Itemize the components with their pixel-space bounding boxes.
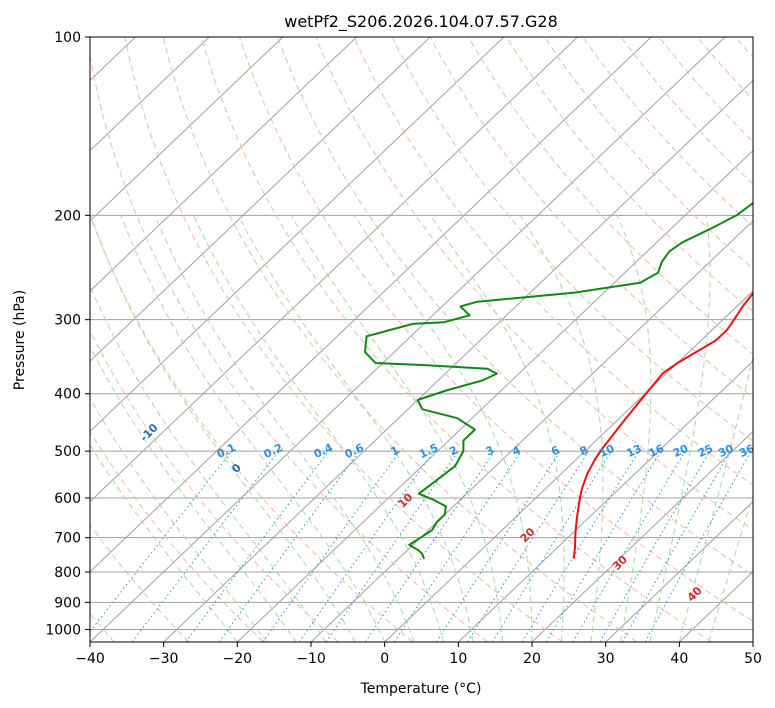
isotherm-line [90,37,726,642]
mixing-ratio-line [599,450,711,642]
isotherm-line [90,37,652,573]
moist-adiabat-line [154,215,415,642]
dry-adiabat-line [620,37,753,185]
mixing-ratio-line [572,450,686,642]
isotherm-line [90,37,431,362]
dry-adiabat-line [505,37,753,312]
moist-adiabat-line [354,215,533,642]
mixing-ratio-label: 36 [737,442,757,460]
mixing-ratio-layer [90,450,752,642]
grid-layer [90,37,753,642]
y-tick-label: 400 [54,387,81,403]
mixing-ratio-label: 13 [625,442,644,460]
mixing-ratio-line [491,450,613,642]
mixing-ratio-line [621,450,731,642]
mixing-ratio-line [435,450,561,642]
x-tick-label: 30 [597,651,615,667]
mixing-ratio-label: 30 [716,442,736,460]
y-tick-label: 700 [54,531,81,547]
mixing-ratio-label: 10 [597,442,617,460]
dewpoint-profile-line [364,201,753,560]
dry-adiabat-line [353,37,753,486]
y-tick-label: 900 [54,595,81,611]
y-tick-label: 300 [54,313,81,329]
dry-adiabat-line [200,37,712,642]
dry-adiabat-line [90,524,190,642]
x-tick-label: −20 [223,651,253,667]
mixing-ratio-line [218,450,360,642]
x-axis-title: Temperature (°C) [360,681,482,697]
isotherm-line [605,500,753,642]
moist-adiabat-line [90,284,327,642]
dry-adiabat-line [315,37,753,531]
x-tick-label: 40 [670,651,688,667]
dry-adiabat-line [162,37,638,642]
moist-adiabat-line [120,215,386,642]
y-tick-label: 200 [54,208,81,224]
dry-adiabat-line [90,329,339,642]
temperature-profile-line [572,291,753,559]
dry-adiabat-line [467,37,753,355]
dry-adiabat-line [429,37,753,398]
isotherm-line [531,430,753,642]
dry-adiabat-line [124,37,563,642]
series-layer [364,201,753,560]
isotherm-line [90,37,210,152]
isotherm-line [90,37,578,503]
mixing-ratio-line [521,450,640,642]
mixing-ratio-line [262,450,401,642]
x-tick-label: 0 [380,651,389,667]
y-tick-label: 100 [54,30,81,46]
dry-adiabat-line [90,213,414,642]
isotherm-line [90,37,284,222]
mixing-ratio-line [545,450,662,642]
dry-adiabat-line [544,37,753,270]
mixing-ratio-line [185,450,330,642]
x-tick-label: −30 [149,651,179,667]
moist-adiabat-line [649,215,711,642]
x-tick-label: 20 [523,651,541,667]
adiabat-layer [90,37,753,642]
x-tick-label: 50 [744,651,762,667]
y-tick-label: 600 [54,491,81,507]
isotherm-line [90,37,505,433]
y-tick-label: 500 [54,444,81,460]
moist-adiabat-line [238,215,474,642]
x-tick-label: 10 [449,651,467,667]
y-tick-label: 1000 [45,622,81,638]
mixing-ratio-label: 16 [647,442,667,460]
moist-adiabat-line [430,215,565,642]
mixing-ratio-line [298,450,435,642]
mixing-ratio-line [644,450,752,642]
axes-layer: −40 −30 −20 −10 0 10 20 30 40 50 100 200 300 400 500 60… [45,30,762,667]
mixing-ratio-line [467,450,590,642]
y-tick-label: 800 [54,565,81,581]
dry-adiabat-line [239,37,753,622]
x-tick-label: −40 [75,651,105,667]
isotherm-line [236,149,753,642]
chart-title: wetPf2_S206.2026.104.07.57.G28 [284,12,558,32]
mixing-ratio-label: 25 [696,442,715,460]
plot-frame [89,36,754,643]
isotherm-line [90,37,357,292]
y-axis-title: Pressure (hPa) [12,290,28,390]
dry-adiabat-line [658,37,753,143]
moist-adiabat-line [90,215,356,642]
moist-adiabat-line [519,215,604,642]
mixing-ratio-label: 20 [671,442,691,460]
x-tick-label: −10 [296,651,326,667]
isotherm-line [457,360,753,642]
isotherm-line [163,79,753,642]
isotherm-line [384,290,753,642]
moist-adiabat-line [90,345,297,642]
moist-adiabat-line [616,215,652,642]
